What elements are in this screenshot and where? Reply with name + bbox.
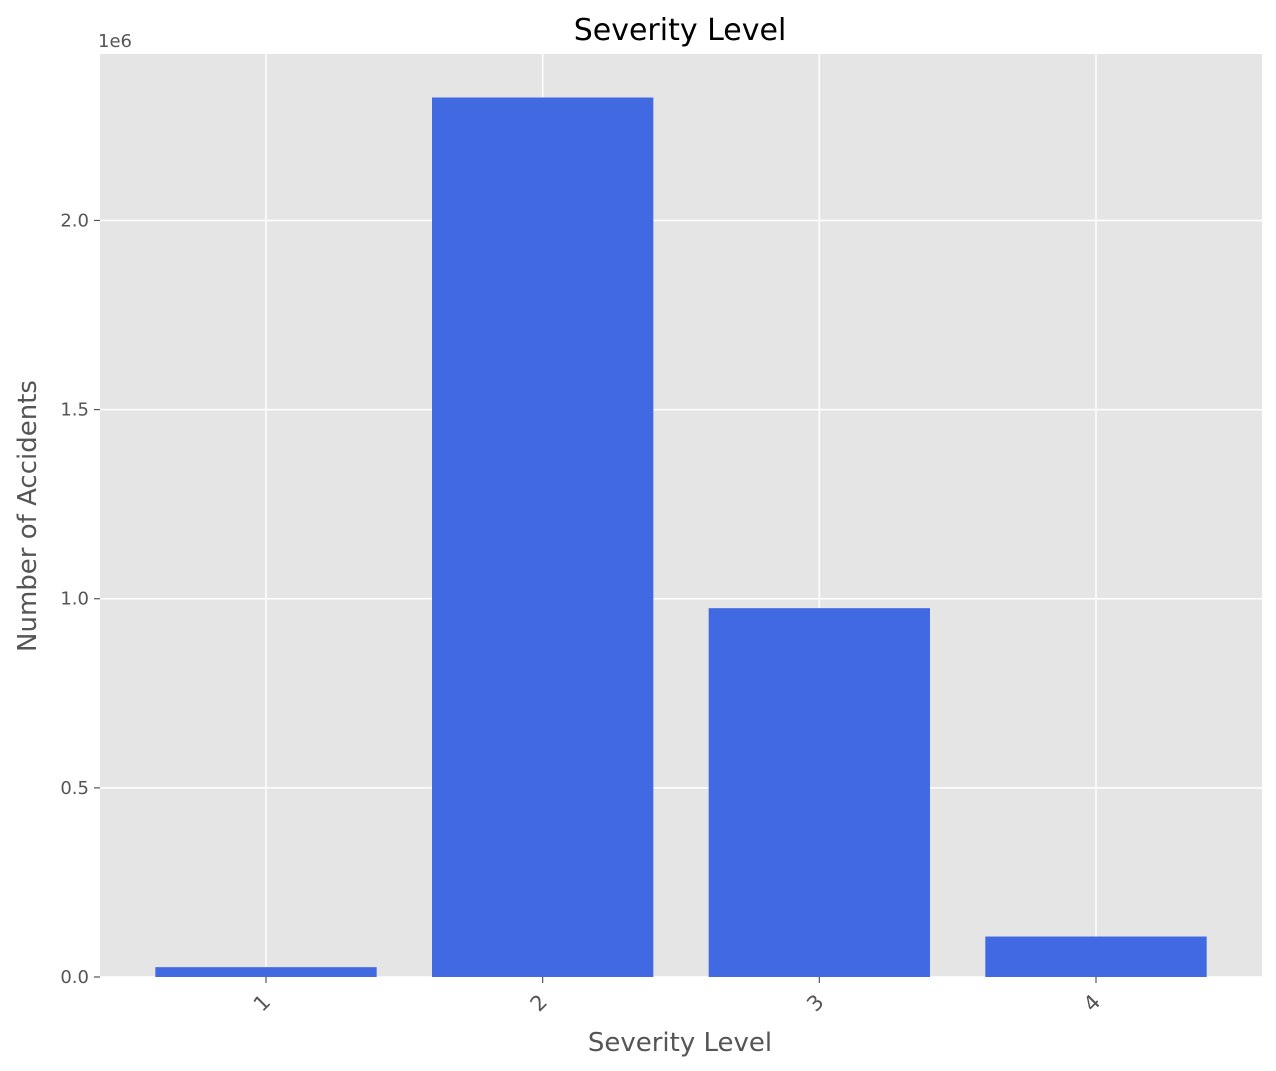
bar-severity-2 — [432, 97, 654, 977]
y-axis-ticks: 0.0 0.5 1.0 1.5 2.0 — [60, 210, 100, 988]
y-tick-label: 2.0 — [60, 210, 89, 231]
plot-area — [100, 54, 1262, 977]
bar-severity-1 — [155, 967, 377, 977]
y-axis-label: Number of Accidents — [13, 380, 43, 652]
y-tick-label: 0.5 — [60, 778, 89, 799]
chart-title: Severity Level — [574, 13, 787, 48]
x-axis-label: Severity Level — [588, 1028, 772, 1058]
y-tick-label: 1.5 — [60, 400, 89, 421]
bar-severity-4 — [985, 936, 1207, 977]
y-tick-label: 1.0 — [60, 589, 89, 610]
x-axis-ticks: 1 2 3 4 — [249, 977, 1105, 1016]
x-tick-label: 3 — [802, 990, 828, 1016]
bar-severity-3 — [708, 608, 930, 977]
y-tick-label: 0.0 — [60, 967, 89, 988]
bars — [155, 97, 1207, 977]
x-tick-label: 2 — [526, 990, 552, 1016]
y-axis-offset-label: 1e6 — [98, 31, 132, 52]
x-tick-label: 1 — [249, 990, 275, 1016]
x-tick-label: 4 — [1079, 990, 1105, 1016]
